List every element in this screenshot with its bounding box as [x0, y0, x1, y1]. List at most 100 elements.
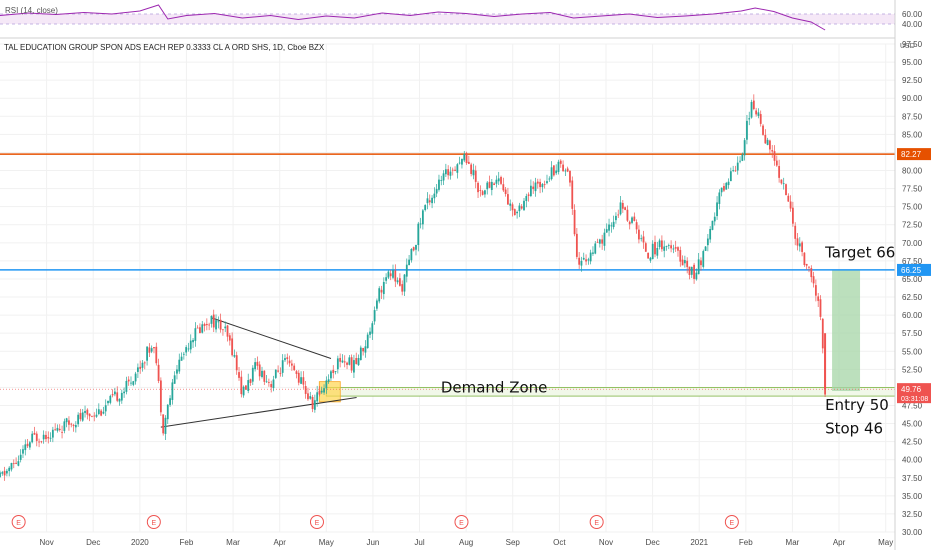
candle	[166, 403, 169, 424]
candle	[12, 459, 15, 469]
candles	[0, 94, 827, 481]
candle	[419, 217, 422, 229]
candle-body	[447, 169, 450, 176]
target-box	[832, 269, 861, 392]
y-tick-label: 32.50	[902, 510, 923, 519]
candle	[810, 265, 813, 283]
candle	[70, 422, 73, 428]
candle-body	[334, 371, 337, 372]
candle-body	[500, 176, 502, 184]
annotations: E E E E E E Target 66 Demand Zone Entry 50 Stop 4…	[11, 243, 895, 529]
candle	[389, 269, 392, 281]
candle	[787, 193, 790, 202]
candle-body	[486, 182, 489, 190]
candle	[700, 257, 702, 271]
candle	[267, 378, 270, 387]
candle	[484, 189, 486, 198]
candle-body	[3, 470, 6, 476]
candle-body	[10, 462, 13, 470]
candle	[536, 178, 539, 189]
candle-body	[426, 198, 429, 204]
candle-body	[778, 166, 781, 178]
candle-body	[371, 323, 374, 334]
candle	[608, 218, 610, 237]
candle	[449, 166, 452, 180]
candle	[702, 249, 705, 269]
candle	[821, 318, 824, 354]
candle	[532, 181, 535, 194]
candle	[394, 264, 397, 288]
y-tick-label: 60.00	[902, 311, 923, 320]
candle-body	[633, 216, 636, 221]
candle	[201, 320, 204, 334]
earnings-marker	[11, 515, 26, 529]
x-tick-label: Nov	[599, 538, 613, 547]
candle	[107, 400, 109, 406]
candle-body	[762, 125, 764, 135]
candle	[782, 177, 785, 190]
grid	[0, 43, 895, 533]
candle	[633, 212, 636, 222]
candle-body	[247, 380, 250, 391]
candle-body	[63, 421, 66, 431]
level-badge	[897, 263, 931, 276]
candle	[84, 405, 86, 418]
candle-body	[47, 436, 50, 439]
candle-body	[562, 164, 564, 172]
candle	[706, 234, 709, 252]
y-tick-label: 62.50	[902, 293, 923, 302]
candle	[720, 187, 723, 197]
candle-body	[51, 429, 54, 438]
candle	[550, 161, 553, 181]
y-tick-label: 37.50	[902, 474, 923, 483]
candle-body	[245, 385, 247, 390]
candle-body	[17, 461, 20, 466]
candle	[247, 373, 250, 394]
candle-body	[33, 432, 36, 435]
candle	[713, 212, 716, 226]
candle	[159, 377, 162, 416]
candle-body	[199, 327, 201, 334]
candle	[17, 455, 20, 467]
candle	[58, 424, 61, 432]
candle	[495, 175, 498, 188]
candle	[502, 177, 505, 193]
candle-body	[801, 242, 803, 252]
candle-body	[672, 248, 675, 250]
candle	[640, 234, 643, 242]
candle-body	[127, 379, 130, 382]
candle	[254, 357, 257, 372]
x-tick-label: 2020	[131, 538, 149, 547]
candle-body	[729, 171, 732, 182]
candle-body	[68, 420, 70, 425]
candle-body	[364, 346, 367, 353]
candle-body	[631, 217, 633, 223]
candle-body	[171, 382, 174, 400]
candle-body	[97, 409, 100, 414]
candle	[141, 359, 144, 372]
candle	[403, 273, 406, 297]
x-tick-label: Apr	[833, 538, 846, 547]
candle	[371, 321, 374, 340]
candle-body	[456, 164, 459, 173]
x-tick-label: Feb	[180, 538, 194, 547]
candle-body	[116, 392, 119, 401]
candle-body	[376, 300, 378, 309]
candle	[555, 164, 558, 176]
level-badge	[897, 148, 931, 161]
candle	[598, 238, 601, 248]
candle	[548, 176, 551, 182]
candle-body	[238, 372, 240, 378]
candle	[746, 115, 748, 145]
candle-body	[442, 173, 445, 181]
candle-body	[12, 463, 15, 465]
candle-body	[764, 134, 767, 144]
candle-body	[267, 382, 270, 383]
candle	[723, 183, 725, 192]
candle-body	[674, 247, 677, 249]
candle	[45, 431, 47, 443]
candle-body	[224, 326, 227, 329]
y-tick-label: 55.00	[902, 347, 923, 356]
candle-body	[70, 423, 73, 425]
